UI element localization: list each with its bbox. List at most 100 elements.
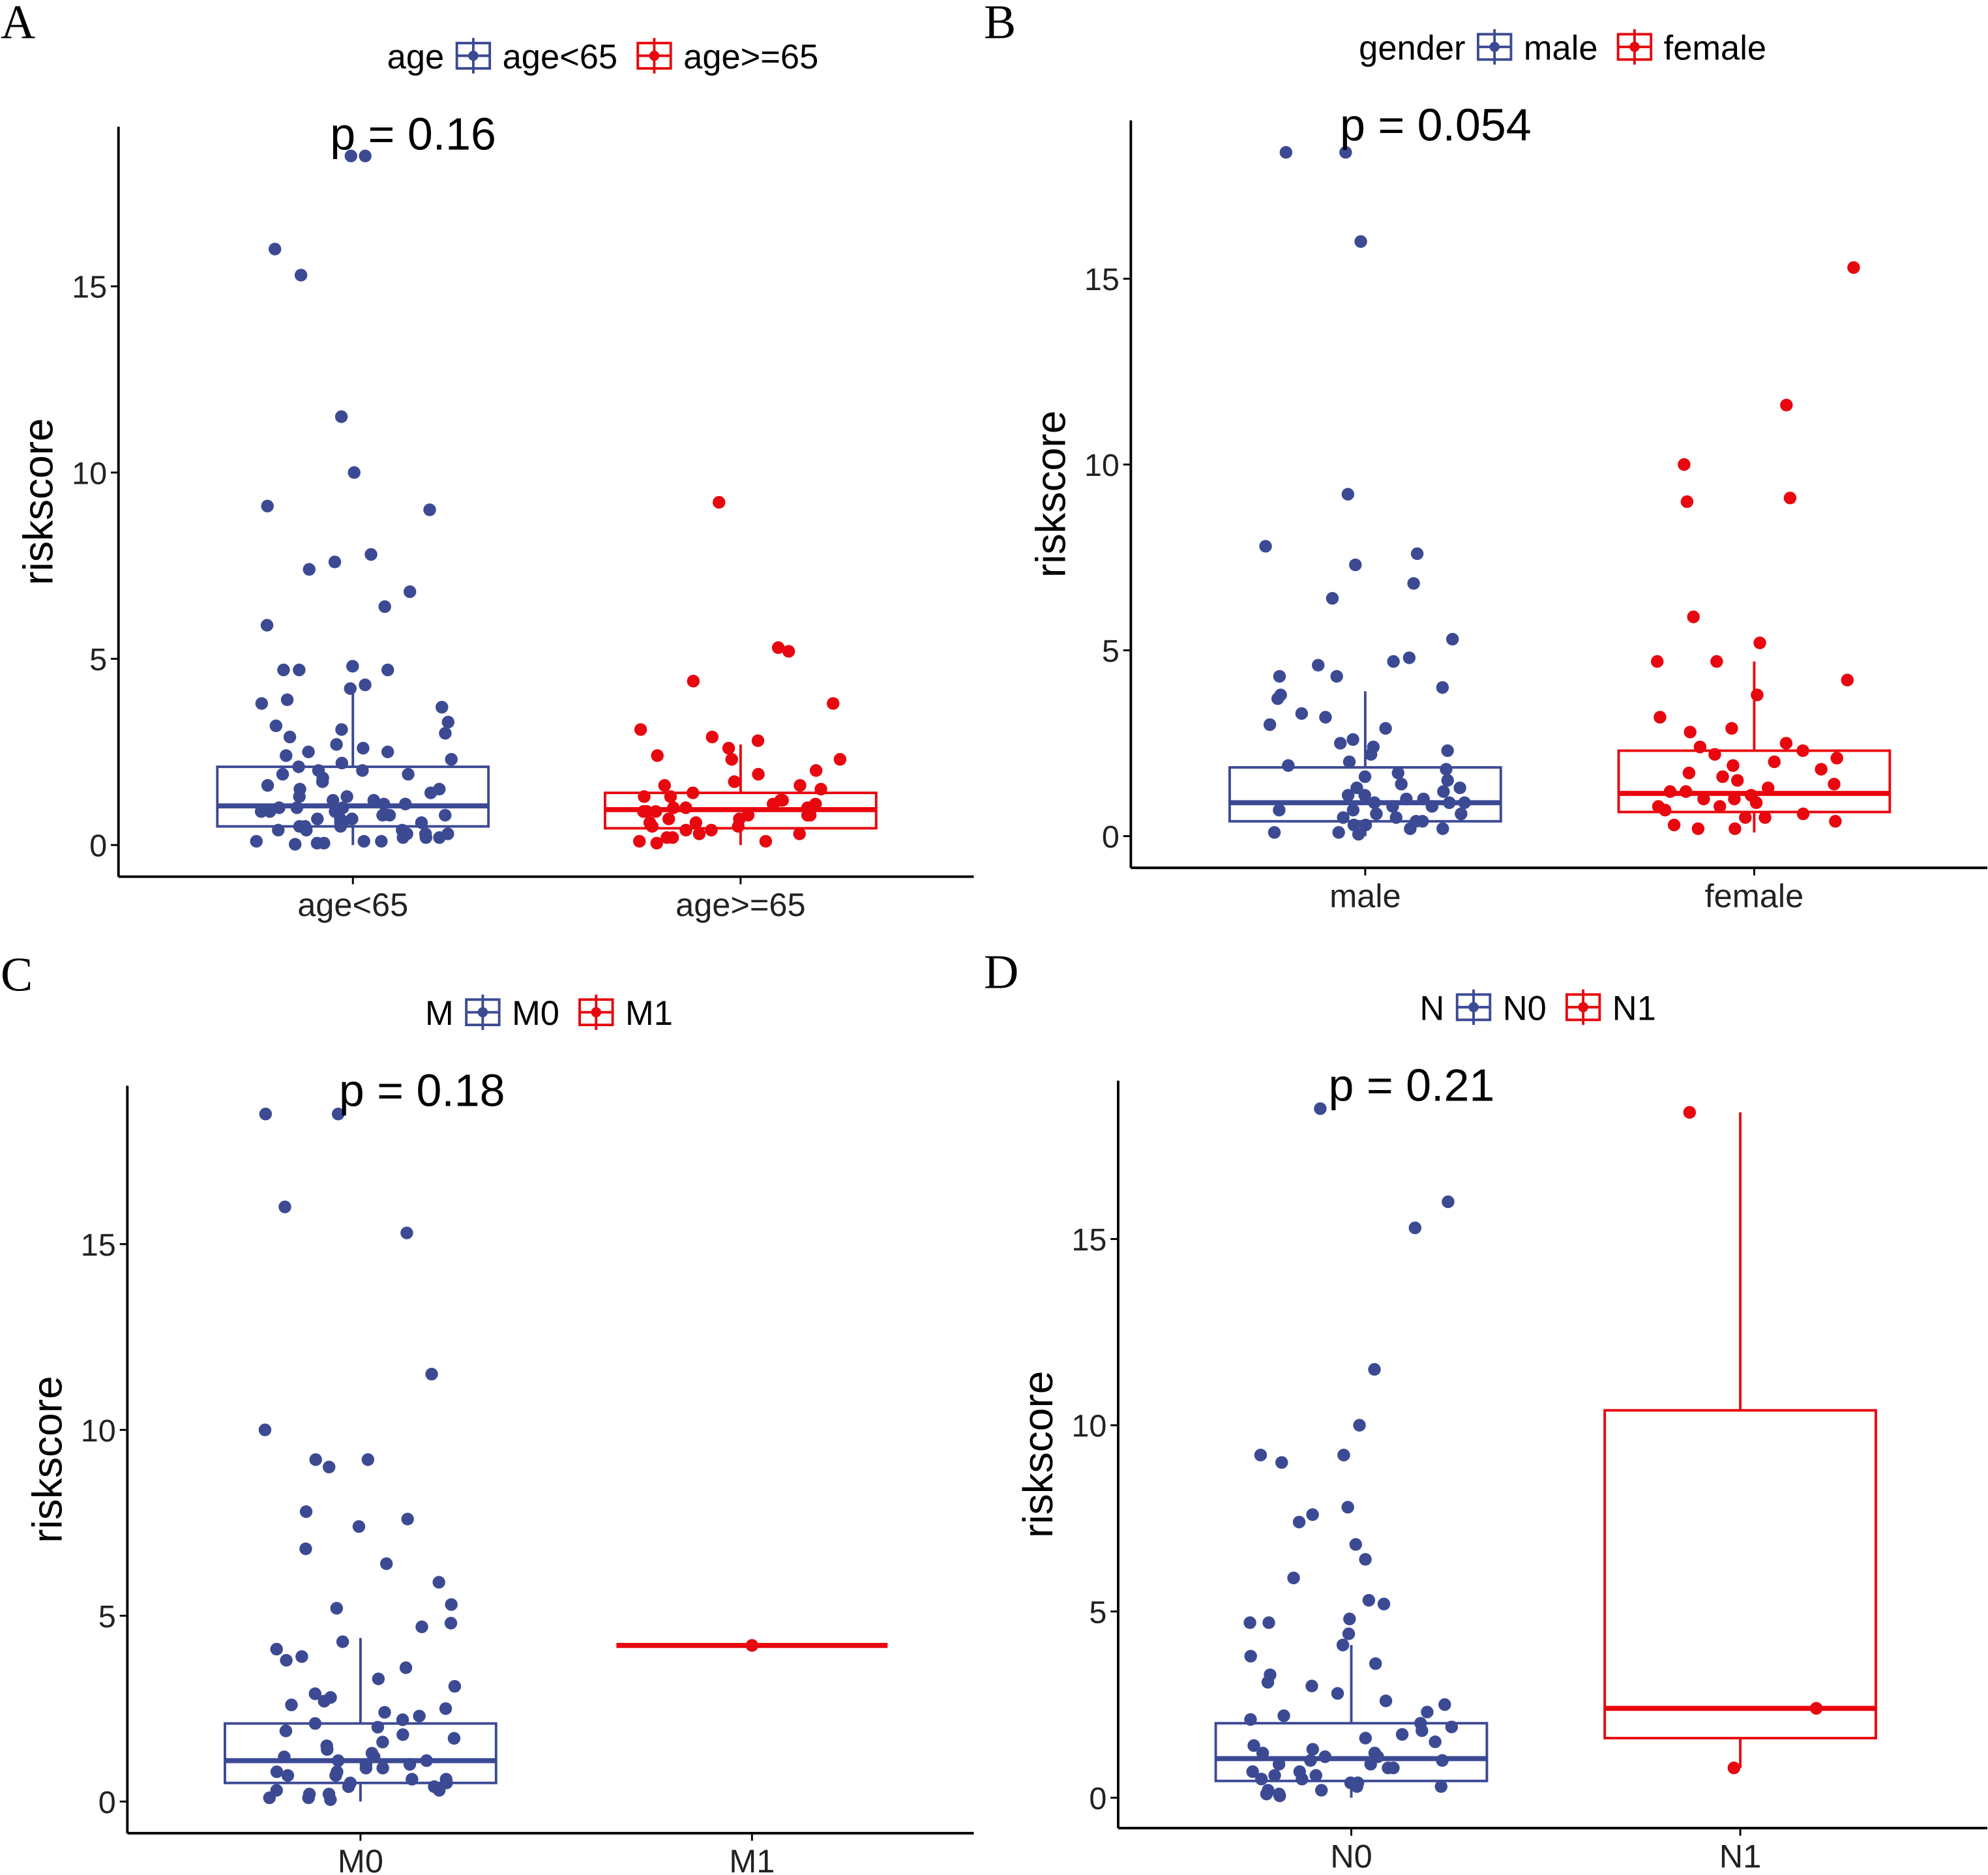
data-point [1727, 759, 1740, 772]
data-point [1434, 1780, 1447, 1794]
data-point [1326, 592, 1339, 605]
data-point [650, 836, 663, 850]
data-point [1682, 766, 1696, 780]
data-point [658, 779, 672, 792]
data-point [1758, 811, 1772, 824]
data-point [376, 808, 389, 822]
data-point [334, 410, 348, 423]
data-point [336, 1635, 349, 1648]
data-point [359, 149, 372, 162]
data-point [1847, 261, 1860, 274]
data-point [334, 819, 348, 833]
data-point [1796, 744, 1809, 758]
data-point [664, 790, 677, 803]
data-point [1306, 1743, 1320, 1756]
data-point [814, 782, 827, 796]
data-point [1259, 540, 1272, 553]
data-point [261, 499, 274, 512]
data-point [293, 663, 306, 677]
data-point [379, 1557, 393, 1571]
data-point [1425, 800, 1439, 813]
data-point [1387, 1762, 1400, 1775]
legend-entry: M1 [625, 995, 673, 1033]
data-point [444, 1616, 458, 1630]
data-point [1364, 748, 1378, 761]
data-point [255, 697, 269, 710]
data-point [1254, 1449, 1268, 1462]
data-point [308, 1687, 321, 1700]
data-point [415, 816, 428, 829]
legend-point [1468, 1002, 1479, 1012]
data-point [1762, 781, 1775, 795]
data-point [279, 1724, 293, 1737]
data-point [270, 1642, 283, 1656]
data-point [1728, 792, 1741, 806]
data-point [1260, 1788, 1273, 1801]
y-axis-label: riskscore [15, 418, 62, 585]
y-tick-label: 15 [1071, 1222, 1106, 1258]
data-point [280, 1653, 293, 1667]
data-point [1273, 803, 1286, 817]
data-point [1331, 1687, 1344, 1700]
legend-key-red [636, 38, 672, 74]
data-point [1273, 1789, 1286, 1803]
data-point [1261, 1676, 1275, 1689]
data-point [666, 831, 679, 844]
data-point [679, 801, 692, 814]
y-axis-label: riskscore [23, 1376, 70, 1543]
data-point [782, 645, 795, 658]
legend-point [1489, 42, 1500, 52]
y-tick-label: 10 [1084, 448, 1120, 483]
data-point [436, 701, 449, 714]
data-point [419, 831, 432, 844]
data-point [1353, 1419, 1366, 1432]
data-point [396, 1713, 409, 1726]
data-point [1342, 1627, 1356, 1640]
data-point [303, 563, 316, 576]
data-point [308, 1717, 322, 1730]
data-point [1350, 1780, 1363, 1794]
data-point [1416, 1724, 1429, 1737]
data-point [759, 834, 773, 848]
data-point [725, 753, 738, 766]
data-point [809, 764, 823, 777]
data-point [415, 1620, 428, 1634]
data-point [342, 1780, 355, 1794]
data-point [1358, 770, 1372, 784]
data-point [259, 1108, 273, 1121]
data-point [294, 269, 308, 282]
data-point [692, 827, 706, 840]
data-point [1332, 826, 1345, 839]
data-point [1725, 722, 1738, 735]
data-point [1841, 673, 1854, 687]
legend-point [477, 1007, 488, 1018]
data-point [1410, 547, 1424, 561]
data-point [1815, 763, 1828, 776]
data-point [1304, 1754, 1317, 1767]
data-point [445, 753, 458, 766]
legend-title: M [425, 995, 454, 1033]
p-value-label: p = 0.18 [339, 1065, 505, 1115]
data-point [705, 730, 719, 744]
data-point [1275, 1456, 1288, 1469]
data-point [329, 1769, 342, 1782]
data-point [713, 495, 726, 509]
data-point [803, 808, 817, 822]
data-point [1395, 1728, 1409, 1741]
data-point [1254, 1773, 1268, 1786]
x-tick-label: age>=65 [675, 886, 805, 923]
data-point [1667, 818, 1681, 832]
data-point [260, 619, 274, 632]
data-point [1268, 826, 1281, 839]
legend-entry: N1 [1612, 990, 1656, 1027]
data-point [1678, 458, 1691, 471]
data-point [1407, 577, 1420, 590]
data-point [1359, 1553, 1372, 1566]
data-point [1455, 807, 1468, 821]
data-point [398, 797, 412, 811]
data-point [632, 834, 646, 848]
series-blue [1214, 1102, 1489, 1803]
data-point [687, 675, 700, 688]
data-point [1659, 803, 1672, 817]
legend-entry: male [1524, 29, 1598, 67]
